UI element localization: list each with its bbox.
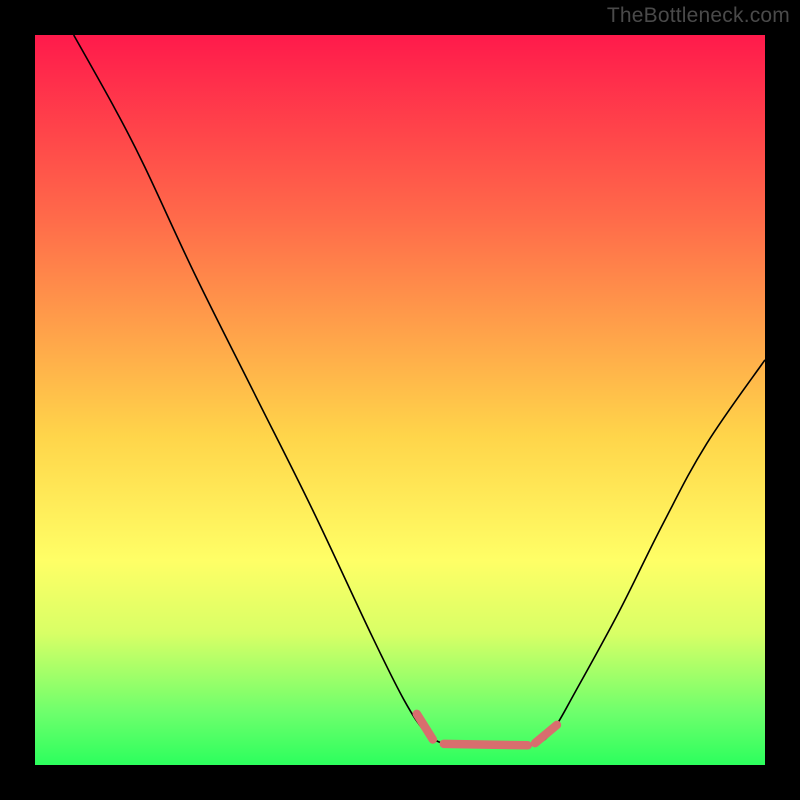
plot-gradient-background (35, 35, 765, 765)
chart-frame: TheBottleneck.com (0, 0, 800, 800)
attribution-text: TheBottleneck.com (607, 4, 790, 28)
highlight-segment-1 (444, 744, 528, 745)
bottleneck-curve-chart (0, 0, 800, 800)
